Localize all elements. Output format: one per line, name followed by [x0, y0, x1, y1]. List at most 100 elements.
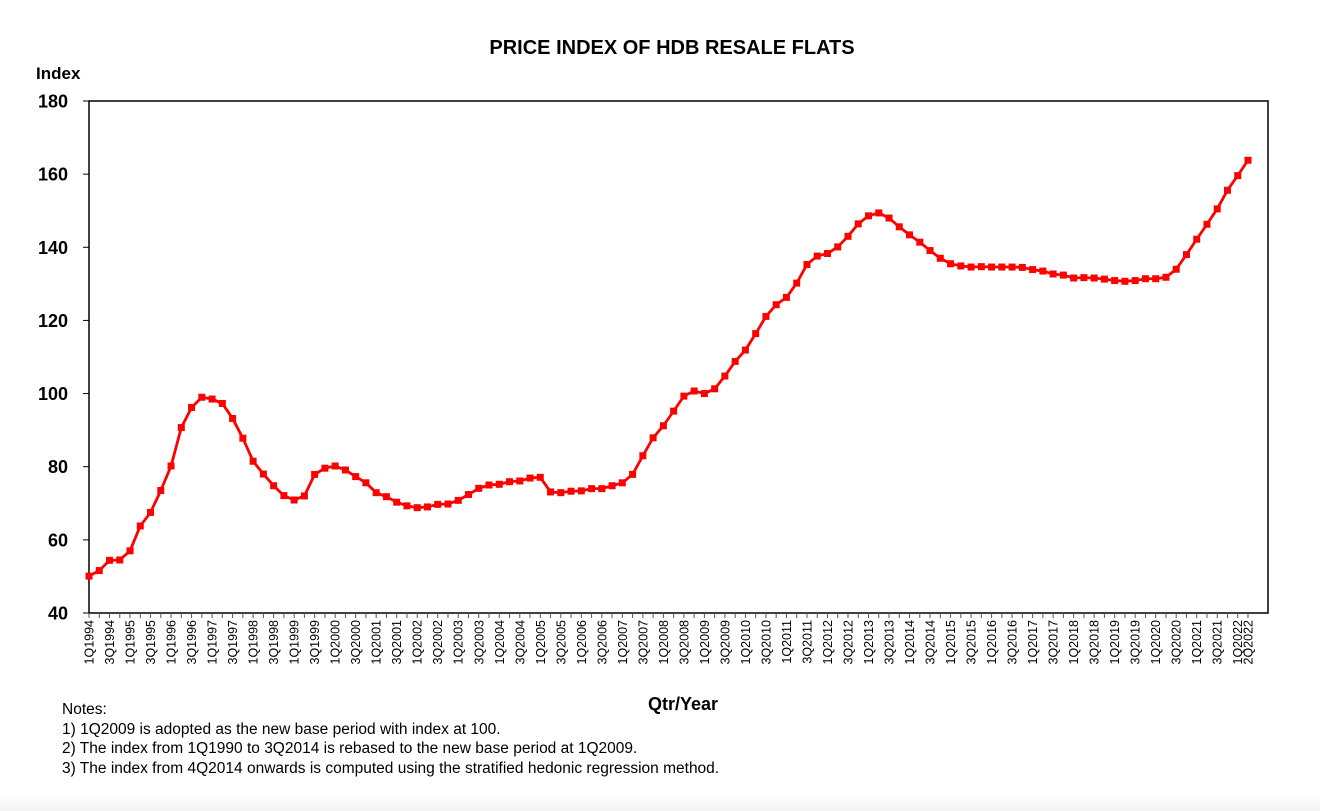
x-tick-label: 1Q1997: [206, 620, 220, 665]
data-point-marker: [1121, 277, 1129, 285]
data-point-marker: [1131, 277, 1139, 285]
data-point-marker: [762, 312, 770, 320]
x-tick-label: 1Q2000: [329, 620, 343, 665]
data-point-marker: [1172, 265, 1180, 273]
x-tick-label: 3Q1996: [185, 620, 199, 665]
y-tick-label: 40: [48, 604, 68, 624]
x-tick-label: 1Q2007: [616, 620, 630, 665]
data-point-marker: [1193, 235, 1201, 243]
data-point-marker: [1223, 186, 1231, 194]
x-tick-label: 3Q2003: [472, 620, 486, 665]
data-point-marker: [321, 464, 329, 472]
x-tick-label: 1Q1998: [247, 620, 261, 665]
data-point-marker: [536, 473, 544, 481]
data-point-marker: [280, 492, 288, 500]
data-point-marker: [731, 357, 739, 365]
x-tick-label: 1Q2013: [862, 620, 876, 665]
y-tick-label: 60: [48, 530, 68, 550]
x-tick-label: 3Q2012: [841, 620, 855, 665]
data-point-marker: [526, 474, 534, 482]
x-axis: 1Q1994 3Q1994 1Q1995 3Q1995 1Q1996 3Q1996 1Q19…: [83, 613, 1256, 664]
data-point-marker: [721, 372, 729, 380]
data-point-marker: [547, 488, 555, 496]
data-point-marker: [249, 457, 257, 465]
data-point-marker: [516, 477, 524, 485]
x-axis-title: Qtr/Year: [648, 694, 718, 714]
x-tick-label: 3Q2016: [1006, 620, 1020, 665]
x-tick-label: 1Q2008: [657, 620, 671, 665]
data-point-marker: [875, 209, 883, 217]
x-tick-label: 1Q2017: [1026, 620, 1040, 665]
x-tick-label: 3Q2018: [1088, 620, 1102, 665]
data-point-marker: [229, 414, 237, 422]
x-tick-label: 3Q2020: [1170, 620, 1184, 665]
x-tick-label: 3Q2021: [1211, 620, 1225, 665]
data-point-marker: [1111, 277, 1119, 285]
data-point-marker: [998, 263, 1006, 271]
data-point-marker: [823, 250, 831, 258]
data-point-marker: [680, 392, 688, 400]
x-tick-label: 1Q2006: [575, 620, 589, 665]
data-point-marker: [1182, 251, 1190, 259]
data-point-marker: [136, 522, 144, 530]
data-point-marker: [639, 452, 647, 460]
data-point-marker: [577, 487, 585, 495]
data-point-marker: [434, 500, 442, 508]
data-point-marker: [116, 556, 124, 564]
data-point-marker: [270, 482, 278, 490]
series-layer: [85, 156, 1252, 580]
data-point-marker: [413, 504, 421, 512]
data-point-marker: [967, 263, 975, 271]
y-axis-title: Index: [36, 64, 81, 83]
x-tick-label: 1Q2020: [1149, 620, 1163, 665]
data-point-marker: [85, 572, 93, 580]
data-point-marker: [711, 385, 719, 393]
x-tick-label: 1Q2010: [739, 620, 753, 665]
x-tick-label: 3Q1994: [103, 620, 117, 665]
x-tick-label: 3Q1997: [226, 620, 240, 665]
data-point-marker: [95, 567, 103, 575]
data-point-marker: [957, 262, 965, 270]
x-tick-label: 1Q2015: [944, 620, 958, 665]
x-tick-label: 3Q1998: [267, 620, 281, 665]
data-point-marker: [1152, 275, 1160, 283]
x-tick-label: 3Q2013: [883, 620, 897, 665]
data-point-marker: [506, 478, 514, 486]
y-axis: 40 60 80 100 120 140 160 180: [38, 92, 89, 624]
y-tick-label: 160: [38, 165, 68, 185]
data-point-marker: [988, 263, 996, 271]
x-tick-label: 3Q2014: [924, 620, 938, 665]
x-tick-label: 3Q2000: [349, 620, 363, 665]
data-point-marker: [752, 330, 760, 338]
data-point-marker: [126, 547, 134, 555]
data-point-marker: [1203, 220, 1211, 228]
page-bottom-band: [0, 795, 1320, 811]
data-point-marker: [1039, 267, 1047, 275]
data-point-marker: [1070, 274, 1078, 282]
data-point-marker: [1244, 156, 1252, 164]
note-3: 3) The index from 4Q2014 onwards is comp…: [62, 759, 720, 777]
data-point-marker: [393, 498, 401, 506]
data-point-marker: [147, 508, 155, 516]
x-tick-label: 3Q2011: [800, 620, 814, 664]
data-point-marker: [741, 346, 749, 354]
x-tick-label: 1Q1996: [165, 620, 179, 665]
data-point-marker: [106, 556, 114, 564]
data-point-marker: [1162, 273, 1170, 281]
data-point-marker: [311, 470, 319, 478]
data-point-marker: [444, 500, 452, 508]
data-point-marker: [464, 491, 472, 499]
data-point-marker: [926, 247, 934, 255]
data-point-marker: [177, 424, 185, 432]
x-tick-label: 1Q2003: [452, 620, 466, 665]
data-point-marker: [936, 254, 944, 262]
data-point-marker: [362, 479, 370, 487]
x-tick-label: 1Q2002: [411, 620, 425, 665]
x-tick-label: 3Q2005: [554, 620, 568, 665]
x-tick-label: 3Q2007: [636, 620, 650, 665]
notes-heading: Notes:: [62, 701, 107, 718]
data-point-marker: [977, 263, 985, 271]
data-point-marker: [300, 492, 308, 500]
data-point-marker: [649, 434, 657, 442]
data-point-marker: [1141, 275, 1149, 283]
